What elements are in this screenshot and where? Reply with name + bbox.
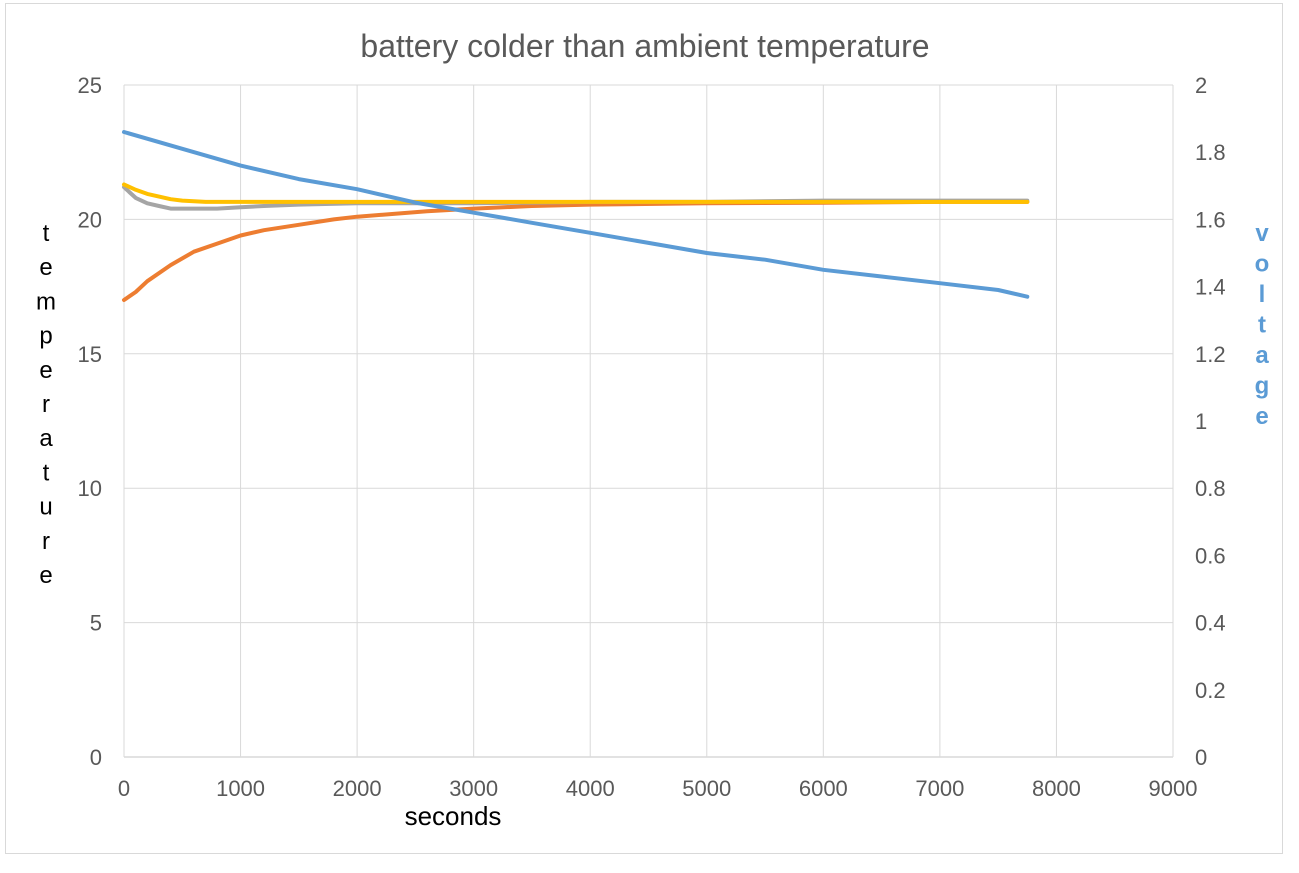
y-left-label-letter: r [42, 528, 50, 555]
voltage-line [122, 130, 1030, 299]
y-left-label-letter: t [43, 459, 50, 486]
x-tick-label: 8000 [1032, 776, 1081, 801]
y-right-tick-label: 0.4 [1195, 611, 1226, 636]
x-tick-label: 5000 [682, 776, 731, 801]
y-left-label-letter: m [36, 288, 56, 315]
y-right-label-letter: t [1258, 312, 1266, 339]
x-tick-label: 2000 [333, 776, 382, 801]
y-right-tick-label: 0.8 [1195, 476, 1226, 501]
y-right-tick-label: 1.2 [1195, 342, 1226, 367]
y-left-tick-label: 25 [78, 73, 102, 98]
x-tick-label: 4000 [566, 776, 615, 801]
y-right-label-letter: e [1255, 403, 1268, 430]
y-left-tick-label: 15 [78, 342, 102, 367]
y-right-tick-label: 1.8 [1195, 140, 1226, 165]
y-left-label-letter: e [39, 357, 52, 384]
x-tick-label: 7000 [915, 776, 964, 801]
y-left-label-letter: p [39, 323, 52, 350]
y-left-label-letter: e [39, 562, 52, 589]
y-right-tick-label: 1.4 [1195, 275, 1226, 300]
x-tick-label: 0 [118, 776, 130, 801]
y-left-tick-label: 10 [78, 476, 102, 501]
x-tick-label: 6000 [799, 776, 848, 801]
y-axis-left-label: temperature [36, 220, 56, 589]
chart-title: battery colder than ambient temperature [360, 28, 929, 64]
x-tick-label: 9000 [1149, 776, 1198, 801]
y-right-tick-label: 0.2 [1195, 678, 1226, 703]
yellow-temperature-line [122, 182, 1030, 204]
y-right-label-letter: a [1255, 342, 1269, 369]
y-left-label-letter: t [43, 220, 50, 247]
y-right-label-letter: g [1255, 373, 1270, 400]
y-right-label-letter: o [1255, 251, 1270, 278]
series-layer [122, 130, 1030, 302]
y-right-tick-label: 1.6 [1195, 207, 1226, 232]
y-right-tick-label: 0.6 [1195, 543, 1226, 568]
y-left-tick-label: 5 [90, 611, 102, 636]
y-left-label-letter: r [42, 391, 50, 418]
y-left-label-letter: e [39, 254, 52, 281]
y-right-label-letter: l [1259, 281, 1266, 308]
battery-temperature-line [122, 199, 1030, 302]
x-tick-label: 3000 [449, 776, 498, 801]
y-left-tick-label: 0 [90, 745, 102, 770]
chart-frame [5, 3, 1283, 854]
y-left-label-letter: u [39, 494, 52, 521]
y-right-tick-label: 0 [1195, 745, 1207, 770]
y-right-tick-label: 2 [1195, 73, 1207, 98]
y-left-label-letter: a [39, 425, 53, 452]
x-tick-label: 1000 [216, 776, 265, 801]
gridlines [123, 84, 1174, 758]
y-right-tick-label: 1 [1195, 409, 1207, 434]
x-axis-label: seconds [405, 801, 502, 831]
y-left-tick-label: 20 [78, 207, 102, 232]
y-right-label-letter: v [1255, 220, 1269, 247]
